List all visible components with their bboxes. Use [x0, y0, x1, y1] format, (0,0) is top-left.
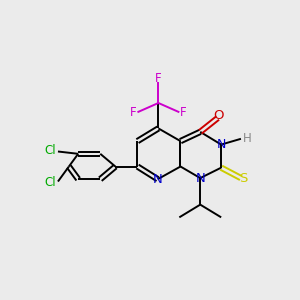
- Text: Cl: Cl: [44, 144, 56, 157]
- Text: Cl: Cl: [44, 176, 56, 189]
- Text: N: N: [195, 172, 205, 184]
- Text: F: F: [179, 106, 186, 119]
- Text: O: O: [214, 109, 224, 122]
- Text: N: N: [153, 173, 163, 186]
- Text: N: N: [217, 138, 226, 151]
- Text: F: F: [130, 106, 136, 119]
- Text: S: S: [239, 172, 248, 184]
- Text: F: F: [155, 72, 162, 85]
- Text: H: H: [243, 132, 252, 145]
